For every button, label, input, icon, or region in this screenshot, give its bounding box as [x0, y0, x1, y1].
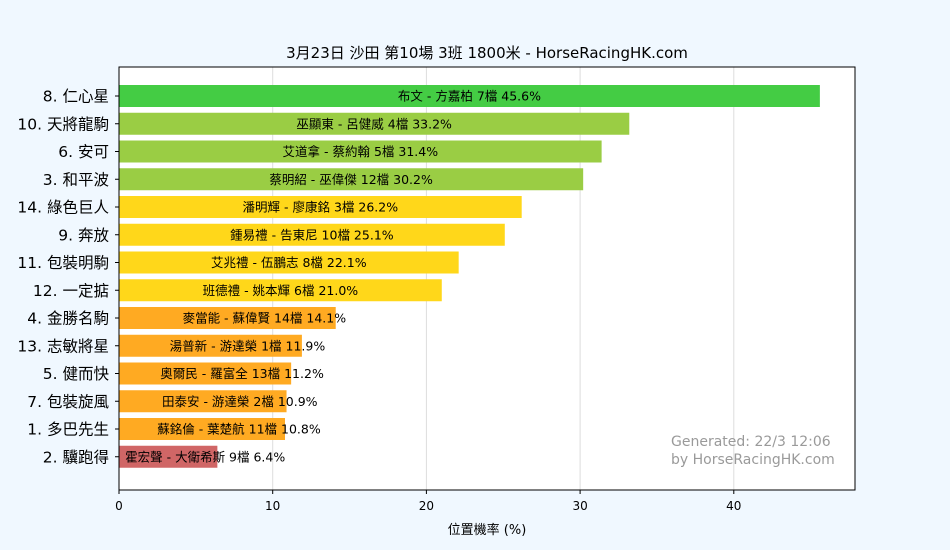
y-tick-label: 7. 包裝旋風: [27, 393, 109, 411]
x-axis-label: 位置機率 (%): [448, 522, 527, 538]
watermark-site: by HorseRacingHK.com: [671, 452, 835, 468]
bar-label: 布文 - 方嘉柏 7檔 45.6%: [398, 89, 541, 104]
y-tick-label: 11. 包裝明駒: [17, 254, 109, 272]
bar-label: 蔡明紹 - 巫偉傑 12檔 30.2%: [269, 172, 433, 187]
y-tick-label: 14. 綠色巨人: [17, 199, 109, 217]
y-tick-label: 2. 驥跑得: [43, 448, 109, 466]
bar: [119, 418, 285, 440]
bar-label: 巫顯東 - 呂健威 4檔 33.2%: [296, 116, 452, 131]
bar: [119, 279, 442, 302]
y-tick-label: 12. 一定掂: [33, 282, 109, 300]
bar: [119, 85, 820, 107]
y-tick-label: 9. 奔放: [58, 226, 109, 244]
x-tick-label: 40: [726, 499, 741, 513]
bar: [119, 251, 459, 274]
x-tick-label: 0: [115, 499, 123, 513]
y-tick-label: 8. 仁心星: [43, 88, 109, 106]
x-tick-label: 20: [419, 499, 434, 513]
y-tick-label: 13. 志敏將星: [17, 337, 109, 355]
chart-title: 3月23日 沙田 第10場 3班 1800米 - HorseRacingHK.c…: [286, 44, 688, 62]
bar: [119, 223, 505, 246]
bar-label: 蘇銘倫 - 葉楚航 11檔 10.8%: [157, 422, 321, 437]
bar-label: 奧爾民 - 羅富全 13檔 11.2%: [160, 366, 324, 381]
y-tick-labels: 8. 仁心星 10. 天將龍駒 6. 安可 3. 和平波 14. 綠色巨人 9. 奔放 11…: [17, 88, 119, 466]
bar: [119, 334, 302, 357]
bar-labels: 布文 - 方嘉柏 7檔 45.6% 巫顯東 - 呂健威 4檔 33.2% 艾道拿 -…: [125, 89, 541, 465]
y-tick-label: 6. 安可: [58, 143, 109, 161]
watermark-generated: Generated: 22/3 12:06: [671, 434, 831, 450]
bar: [119, 390, 287, 413]
y-tick-label: 10. 天將龍駒: [17, 115, 109, 133]
bar: [119, 140, 602, 163]
bar-label: 田泰安 - 游達榮 2檔 10.9%: [162, 394, 318, 409]
bar-label: 麥當能 - 蘇偉賢 14檔 14.1%: [183, 311, 347, 326]
bar-label: 艾道拿 - 蔡約翰 5檔 31.4%: [283, 144, 439, 159]
bar: [119, 168, 584, 191]
y-tick-label: 4. 金勝名駒: [27, 310, 109, 328]
x-tick-label: 30: [572, 499, 587, 513]
bar: [119, 112, 630, 135]
bar: [119, 445, 218, 468]
bar: [119, 196, 522, 218]
bar-label: 霍宏聲 - 大衛希斯 9檔 6.4%: [125, 449, 285, 464]
bar-label: 艾兆禮 - 伍鵬志 8檔 22.1%: [211, 255, 367, 270]
y-tick-label: 3. 和平波: [43, 171, 109, 189]
bar: [119, 307, 336, 329]
bar-label: 鍾易禮 - 告東尼 10檔 25.1%: [230, 227, 394, 242]
bar-label: 潘明輝 - 廖康銘 3檔 26.2%: [243, 200, 399, 215]
plot-frame: [118, 66, 856, 491]
y-tick-label: 1. 多巴先生: [27, 421, 109, 439]
bar-label: 湯普新 - 游達榮 1檔 11.9%: [170, 338, 326, 353]
x-tick-label: 10: [265, 499, 280, 513]
y-tick-label: 5. 健而快: [43, 365, 110, 383]
bar-label: 班德禮 - 姚本輝 6檔 21.0%: [203, 283, 359, 298]
bars: [119, 85, 820, 468]
bar: [119, 362, 292, 385]
x-tick-labels: 0 10 20 30 40: [115, 490, 741, 513]
